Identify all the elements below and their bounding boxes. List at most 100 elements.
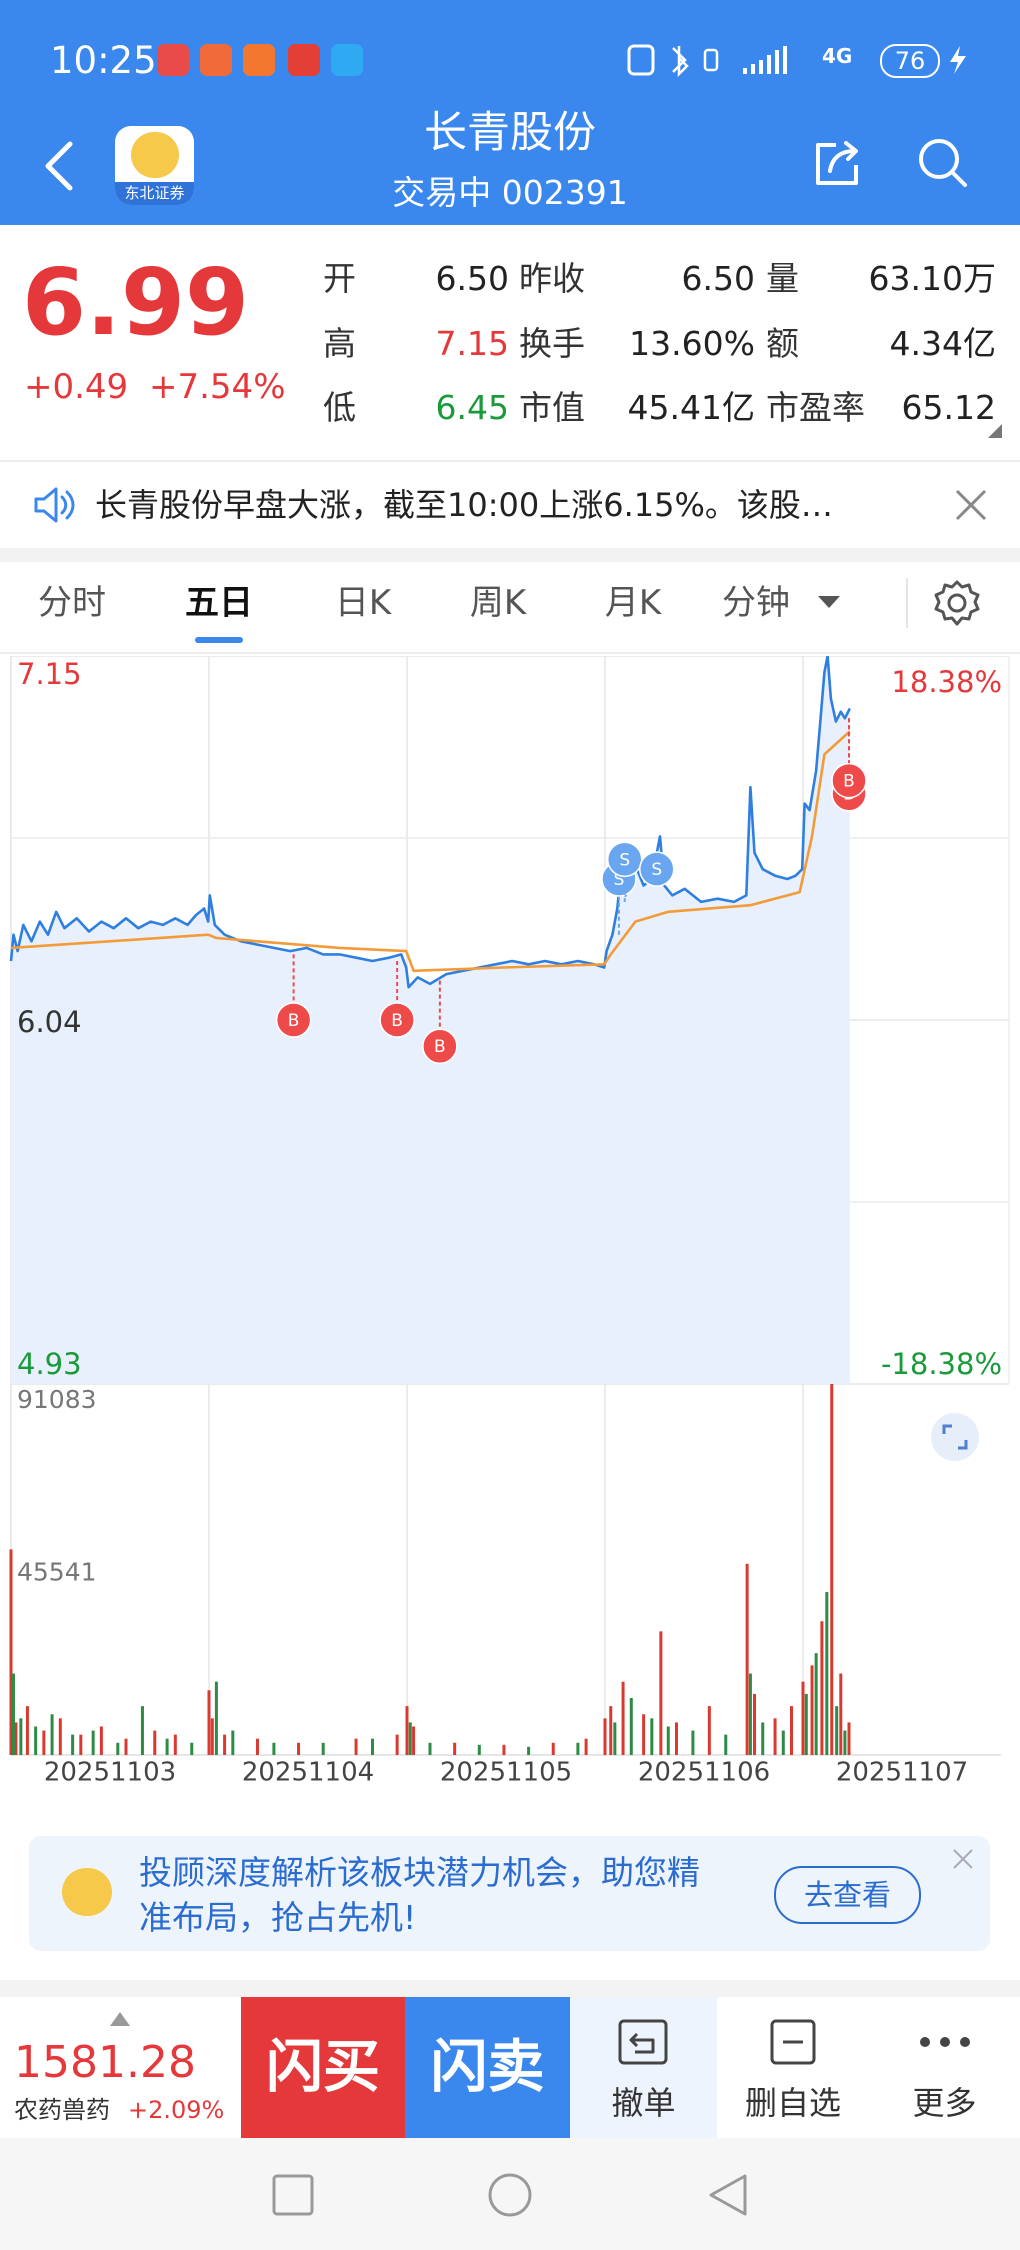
x-tick-label: 20251103 [44, 1758, 176, 1788]
nav-back[interactable] [705, 2172, 751, 2218]
divider [0, 652, 1020, 654]
period-tab[interactable]: 月K [604, 583, 662, 623]
trade-marker [275, 1002, 312, 1038]
volume-bar [477, 1744, 481, 1755]
volume-bar [707, 1706, 711, 1755]
status-icon [243, 44, 275, 76]
y-tick-label: 7.15 [17, 657, 82, 691]
back-button[interactable] [40, 140, 80, 192]
quote-value: 13.60% [629, 324, 755, 363]
quote-label: 量 [766, 259, 799, 298]
tab-dropdown-arrow [818, 596, 840, 608]
banner-close[interactable] [951, 1847, 975, 1871]
stock-subtitle: 交易中 002391 [392, 173, 628, 212]
x-tick-label: 20251106 [638, 1758, 770, 1788]
last-price: 6.99 [22, 249, 249, 356]
action-button-label: 删自选 [744, 2084, 841, 2122]
status-battery: 76 [880, 44, 940, 78]
five-day-chart: 7.15 6.04 4.93 18.38% -18.38% 20251103 2025110… [9, 656, 1010, 1788]
price-line [9, 656, 851, 989]
logo-text: 东北证券 [115, 182, 194, 205]
search-button[interactable] [915, 135, 971, 191]
quote-label: 换手 [519, 324, 585, 363]
volume-bar [748, 1673, 752, 1755]
volume-bar [847, 1722, 851, 1755]
volume-bar [42, 1730, 46, 1755]
share-button[interactable] [810, 137, 864, 191]
tab-separator [906, 578, 908, 628]
banner-text: 投顾深度解析该板块潜力机会，助您精 [139, 1853, 700, 1892]
status-icon [331, 44, 363, 76]
cancel-icon [618, 2019, 668, 2065]
status-icon [200, 44, 232, 76]
volume-bar [408, 1722, 412, 1755]
quote-value: 65.12 [901, 388, 996, 427]
promo-banner[interactable] [29, 1836, 990, 1951]
volume-bar [210, 1718, 214, 1755]
period-tab[interactable]: 周K [469, 583, 527, 623]
volume-bar [116, 1742, 120, 1755]
index-value: 1581.28 [14, 2037, 196, 2088]
volume-bar [34, 1726, 38, 1755]
action-button-bg[interactable] [405, 1997, 570, 2138]
quote-value: 45.41亿 [627, 388, 755, 427]
volume-bar [576, 1742, 580, 1755]
volume-bar [140, 1706, 144, 1755]
volume-bar [804, 1693, 808, 1755]
volume-bar [165, 1738, 169, 1755]
period-tab[interactable]: 日K [334, 583, 392, 623]
volume-bar [613, 1722, 617, 1755]
volume-bar [153, 1730, 157, 1755]
volume-bar [825, 1592, 829, 1755]
volume-bar [428, 1742, 432, 1755]
trade-marker [422, 1028, 458, 1064]
volume-bar [190, 1742, 194, 1755]
divider [0, 460, 1020, 462]
period-tab[interactable]: 分钟 [722, 583, 790, 623]
status-network: 4G [822, 44, 853, 68]
volume-bar [223, 1734, 227, 1755]
volume-bar [502, 1744, 506, 1755]
volume-bar [603, 1718, 607, 1755]
settings-button[interactable] [933, 579, 981, 627]
volume-bar [71, 1734, 75, 1755]
action-button-label: 撤单 [611, 2084, 676, 2122]
nav-home[interactable] [486, 2171, 534, 2219]
volume-bar [650, 1718, 654, 1755]
volume-bar [753, 1693, 757, 1755]
volume-bar [124, 1738, 128, 1755]
y2-tick-label: 18.38% [891, 665, 1002, 699]
tab-underline [195, 637, 243, 643]
volume-bar [255, 1738, 259, 1755]
system-nav [0, 2138, 1020, 2250]
banner-button[interactable]: 去查看 [774, 1866, 921, 1924]
quote-label: 市盈率 [766, 388, 865, 427]
volume-bar [724, 1734, 728, 1755]
volume-bar [745, 1563, 749, 1755]
volume-tick-label: 45541 [17, 1558, 97, 1587]
price-change: +0.49 [24, 367, 129, 407]
period-tab[interactable]: 分时 [38, 583, 106, 623]
volume-bar [814, 1653, 818, 1755]
quote-label: 昨收 [519, 259, 585, 298]
volume-bar [99, 1726, 103, 1755]
volume-bar [321, 1742, 325, 1755]
period-tab[interactable]: 五日 [185, 583, 253, 623]
news-close[interactable] [953, 487, 989, 523]
quote-label: 低 [323, 388, 356, 427]
section-gap [0, 1980, 1020, 1997]
volume-bar [412, 1726, 416, 1755]
volume-bar [551, 1742, 555, 1755]
volume-bar [835, 1706, 839, 1755]
y2-tick-label: -18.38% [881, 1347, 1002, 1381]
more-triangle [988, 424, 1002, 438]
nav-recents[interactable] [270, 2172, 316, 2218]
volume-bar [629, 1697, 633, 1755]
volume-tick-label: 91083 [17, 1385, 97, 1414]
volume-bar [773, 1718, 777, 1755]
news-ticker[interactable]: 长青股份早盘大涨，截至10:00上涨6.15%。该股… [95, 486, 833, 524]
volume-bar [91, 1730, 95, 1755]
volume-bar [666, 1726, 670, 1755]
action-button-bg[interactable] [241, 1997, 405, 2138]
